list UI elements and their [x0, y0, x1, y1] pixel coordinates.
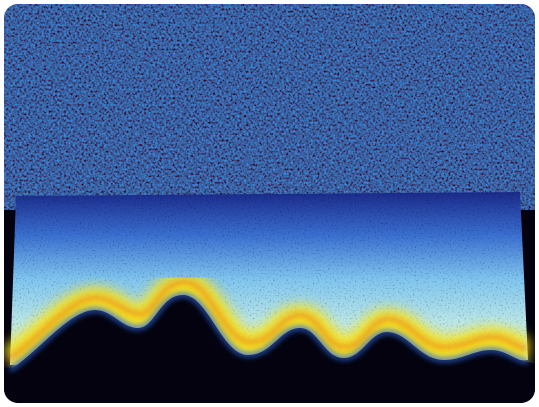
upper-noise [0, 0, 539, 210]
page [0, 0, 539, 407]
false-color-image [0, 0, 539, 407]
image-area [0, 0, 539, 407]
